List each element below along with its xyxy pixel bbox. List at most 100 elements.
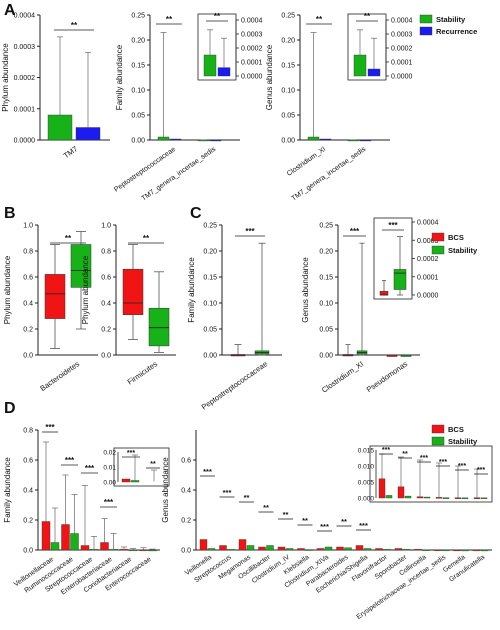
legend-stability-label: Stability [448,246,478,255]
inset-significance-mark: *** [388,221,398,230]
inset-significance-mark: *** [382,447,390,454]
bar-stability [305,549,313,551]
bar-stability [227,549,235,551]
inset-y-tick-label: 0.0001 [241,60,263,67]
y-tick-label: 0.20 [203,249,217,256]
significance-mark: ** [283,510,289,519]
category-label: TM7_genera_incertae_sedis [290,146,367,203]
category-label: Bacteroidetes [38,359,81,393]
legend-stability-label: Stability [448,437,478,446]
bar-bcs [100,542,109,551]
legend-stability-swatch [419,14,433,24]
inset-bar-bcs [473,497,481,499]
y-tick-label: 0.10 [131,88,145,95]
significance-mark: *** [359,521,368,530]
y-tick-label: 0.4 [23,488,33,495]
category-label: Clostridium_XI [286,146,327,178]
y-axis-label: Family abundance [187,257,196,323]
inset-significance-mark: *** [477,467,485,474]
inset-significance-mark: ** [364,12,371,21]
bar-stability [89,549,99,551]
category-label: TM7_genera_incertae_sedis [140,146,217,203]
bar-stability [324,546,333,551]
inset-significance-mark: *** [439,459,447,466]
significance-mark: *** [350,227,360,236]
category-label: TM7 [62,144,79,160]
inset-bar-stability [203,54,217,77]
y-tick-label: 0.0001 [14,106,36,113]
legend-recurrence-swatch [419,26,433,36]
inset-bar-stability [130,480,140,483]
y-tick-label: 0.00 [319,353,333,360]
inset-bar-stability [423,496,431,499]
legend-stability-swatch [431,436,445,446]
y-tick-label: 0.15 [281,63,295,70]
bar-bcs [139,549,148,551]
bar-stability [285,548,294,551]
inset-y-tick-label: 0.010 [358,464,375,471]
inset-bar-bcs [378,478,386,499]
inset-bar-stability [404,495,412,499]
box-stability [70,244,92,288]
bar-bcs [238,539,247,551]
bar-bcs [41,521,51,551]
inset-y-tick-label: 0.0002 [417,256,439,263]
y-tick-label: 0.00 [281,138,295,145]
bar-bcs [119,549,129,551]
inset-y-tick-label: 0.0002 [241,46,263,53]
y-axis-label: Genus abundance [161,457,170,523]
bar-bcs [277,546,286,551]
bar-recurrence [75,127,101,141]
y-tick-label: 0.8 [23,428,33,435]
y-tick-label: 0.2 [23,518,33,525]
y-tick-label: 0.0003 [14,44,36,51]
y-tick-label: 0.8 [101,249,111,256]
inset-y-tick-label: 0.0003 [417,238,439,245]
inset-bar-stability [461,497,469,500]
legend-recurrence-label: Recurrence [436,27,477,36]
y-tick-label: 0.10 [319,301,333,308]
y-tick-label: 0.4 [181,488,191,495]
inset-significance-mark: *** [458,463,466,470]
legend-bcs-swatch [431,424,445,434]
bar-bcs [297,548,305,551]
y-tick-label: 0.0002 [14,75,36,82]
significance-mark: ** [302,516,308,525]
bar-stability [47,114,73,141]
inset-y-tick-label: 0.0003 [241,32,263,39]
inset-y-tick-label: 0.0004 [417,220,439,227]
y-tick-label: 0.6 [181,458,191,465]
inset-y-tick-label: 0.005 [358,480,375,487]
bar-recurrence [319,138,332,141]
significance-mark: *** [65,456,75,465]
y-tick-label: 0.0 [101,353,111,360]
bar-stability [148,549,157,552]
y-tick-label: 0.0 [181,548,191,555]
y-axis-label: Phylum abundance [3,255,12,324]
inset-y-tick-label: 0.0001 [417,274,439,281]
bar-bcs [375,548,383,551]
inset-frame [369,445,493,503]
inset-y-tick-label: 0.0002 [391,46,413,53]
inset-bar-bcs [416,496,424,499]
inset-y-tick-label: 0.015 [358,448,375,455]
y-tick-label: 0.10 [281,88,295,95]
y-tick-label: 0.05 [131,113,145,120]
significance-mark: ** [143,234,150,243]
bar-stability [246,545,255,551]
bar-stability [441,549,450,552]
category-label: Firmicutes [126,359,160,386]
inset-bar-bcs [121,478,131,483]
inset-y-tick-label: 0.00 [103,480,116,487]
y-tick-label: 0.0 [23,548,33,555]
y-tick-label: 0.6 [23,458,33,465]
bar-bcs [355,545,364,551]
legend-stability-swatch [431,245,445,255]
inset-y-tick-label: 0.0001 [391,60,413,67]
bar-stability [109,549,118,551]
panel-label-b: B [4,205,16,222]
significance-mark: *** [45,423,55,432]
inset-bar-stability [480,497,488,500]
bar-stability [422,549,430,551]
